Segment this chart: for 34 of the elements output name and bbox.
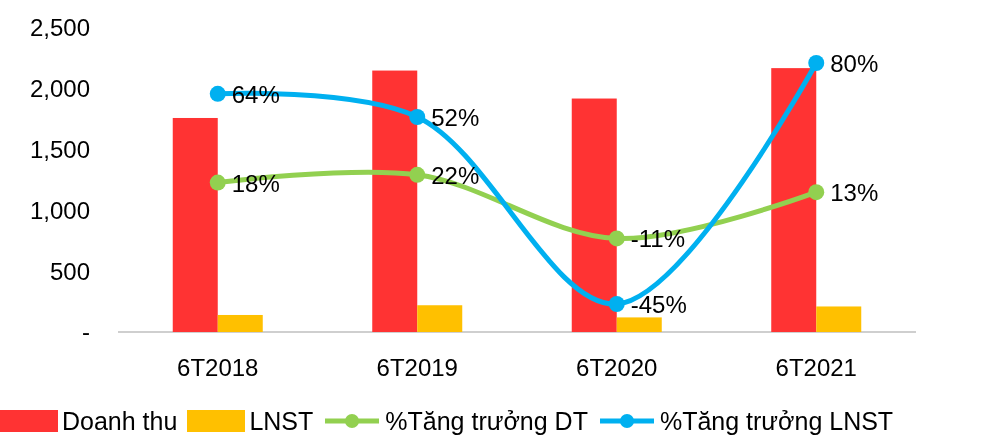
point: [808, 184, 825, 201]
y-tick-label: -: [82, 318, 90, 346]
point: [409, 166, 426, 183]
legend-label: Doanh thu: [62, 406, 178, 436]
y-tick-label: 1,500: [29, 136, 90, 163]
point: [209, 85, 226, 102]
x-tick-label: 6T2018: [177, 354, 259, 381]
y-tick-label: 2,500: [29, 14, 90, 42]
data-label: 80%: [830, 50, 879, 77]
point: [808, 55, 825, 71]
bar: [571, 98, 617, 332]
point: [409, 108, 426, 125]
legend-label: LNST: [249, 406, 314, 436]
bar: [816, 306, 862, 332]
y-tick-label: 500: [49, 257, 90, 285]
bar: [172, 117, 218, 332]
bar: [417, 305, 463, 332]
bar: [217, 314, 263, 332]
y-tick-label: 2,000: [29, 75, 90, 103]
x-tick-label: 6T2019: [376, 354, 458, 381]
bar: [616, 317, 662, 332]
point: [608, 296, 625, 312]
data-label: 13%: [830, 179, 879, 207]
data-label: 52%: [431, 103, 480, 131]
legend-label: %Tăng trưởng DT: [385, 406, 588, 436]
x-tick-label: 6T2020: [576, 354, 658, 381]
legend-label: %Tăng trưởng LNST: [659, 406, 894, 436]
x-tick-label: 6T2021: [775, 354, 857, 381]
y-tick-label: 1,000: [29, 196, 90, 224]
bar: [372, 70, 418, 332]
bar: [771, 68, 817, 332]
point: [209, 174, 226, 191]
point: [608, 230, 625, 247]
data-label: -45%: [630, 291, 687, 318]
